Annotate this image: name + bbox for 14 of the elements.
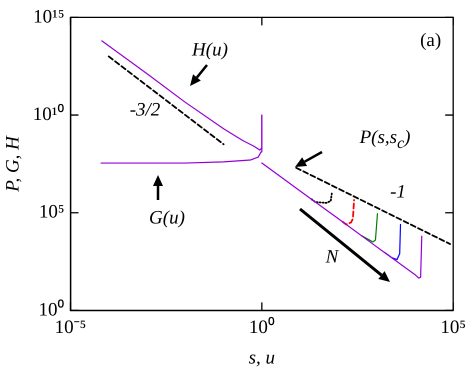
annotation: G(u) xyxy=(149,208,185,228)
y-tick-label: 10¹⁰ xyxy=(32,103,64,126)
x-axis-title: s, u xyxy=(248,348,276,369)
x-tick-label: 10⁵ xyxy=(440,316,466,338)
annotation: -3/2 xyxy=(130,100,160,120)
y-axis-title: P, G, H xyxy=(2,134,24,193)
x-tick-label: 10⁰ xyxy=(248,316,275,338)
y-tick-label: 10⁵ xyxy=(38,202,64,223)
annotation: (a) xyxy=(420,30,442,52)
annotation: H(u) xyxy=(192,40,228,60)
annotation: N xyxy=(326,246,338,268)
annotation: -1 xyxy=(390,182,406,202)
y-tick-label: 10¹⁵ xyxy=(33,6,64,28)
annotation: P(s,s$_{c}$) xyxy=(360,127,410,152)
